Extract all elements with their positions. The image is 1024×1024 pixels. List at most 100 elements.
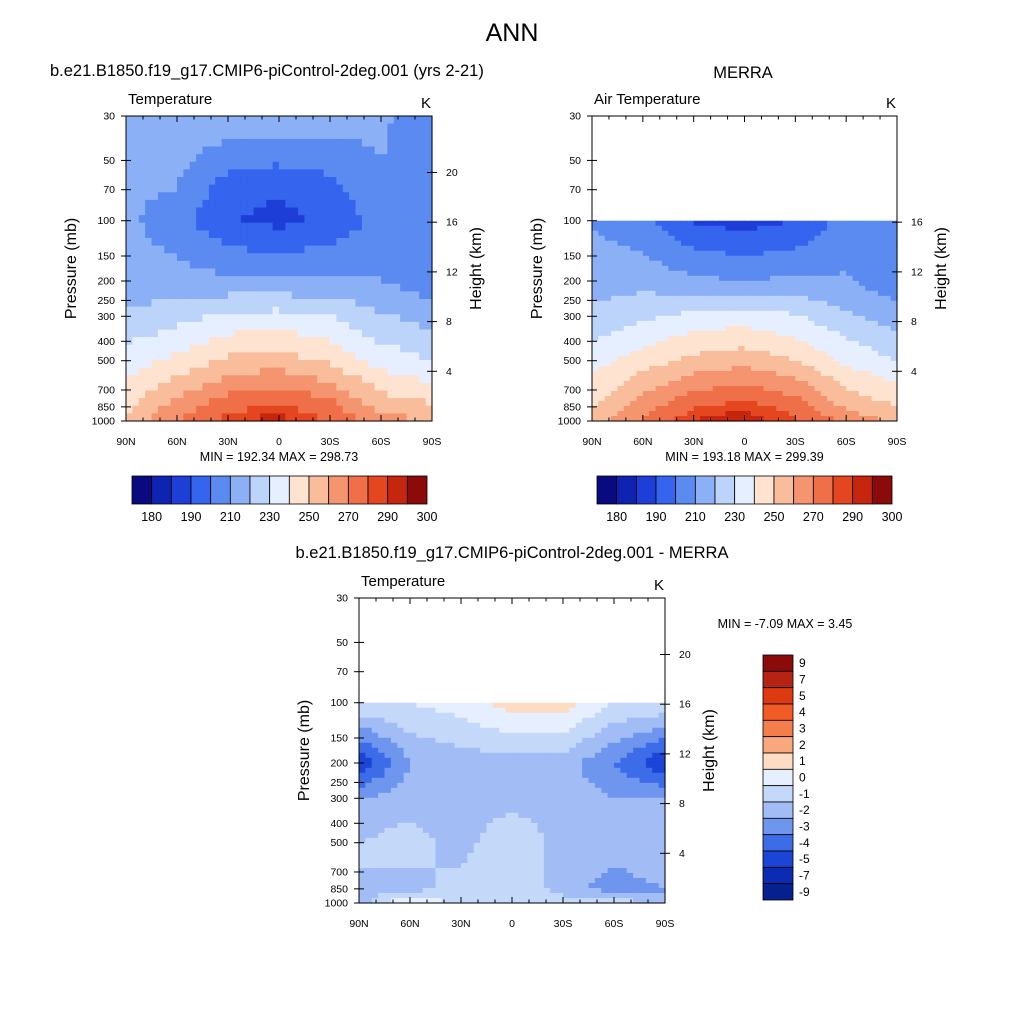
contour-cell (221, 207, 229, 216)
contour-cell (839, 305, 847, 312)
contour-cell (279, 337, 286, 346)
contour-cell (221, 413, 229, 422)
colorbar-swatch (387, 475, 408, 505)
contour-cell (795, 265, 803, 272)
contour-cell (719, 370, 727, 377)
contour-cell (448, 777, 456, 784)
contour-cell (731, 275, 739, 282)
contour-cell (890, 230, 898, 237)
contour-cell (183, 405, 191, 414)
contour-cell (604, 245, 612, 252)
contour-cell (342, 329, 350, 338)
contour-cell (419, 352, 427, 361)
contour-cell (763, 295, 771, 302)
contour-cell (750, 225, 758, 232)
contour-cell (636, 395, 644, 402)
contour-cell (636, 255, 644, 262)
contour-cell (310, 390, 318, 399)
contour-cell (550, 732, 558, 739)
contour-cell (744, 340, 752, 347)
contour-cell (298, 360, 306, 369)
contour-cell (604, 235, 612, 242)
contour-cell (877, 405, 885, 412)
contour-cell (858, 410, 866, 417)
contour-cell (170, 329, 178, 338)
contour-cell (719, 265, 727, 272)
contour-cell (655, 375, 663, 382)
contour-cell (406, 116, 414, 125)
contour-cell (393, 192, 401, 201)
contour-cell (454, 717, 462, 724)
contour-cell (636, 335, 644, 342)
contour-cell (655, 380, 663, 387)
contour-cell (668, 410, 676, 417)
contour-cell (400, 245, 408, 254)
contour-cell (355, 268, 363, 277)
contour-cell (393, 321, 401, 331)
contour-cell (865, 220, 873, 227)
contour-cell (623, 240, 631, 247)
contour-cell (374, 360, 382, 369)
contour-cell (393, 283, 401, 292)
contour-cell (304, 375, 312, 384)
contour-cell (310, 291, 318, 300)
contour-cell (355, 291, 363, 300)
contour-cell (814, 380, 822, 387)
contour-cell (795, 360, 803, 367)
contour-cell (381, 398, 388, 407)
contour-cell (617, 375, 625, 382)
contour-cell (839, 330, 847, 337)
contour-cell (330, 192, 337, 201)
contour-cell (865, 230, 873, 237)
contour-cell (788, 225, 796, 232)
contour-cell (177, 260, 184, 270)
contour-cell (310, 375, 318, 384)
contour-cell (575, 757, 583, 764)
contour-cell (272, 291, 280, 300)
contour-cell (145, 138, 153, 148)
contour-cell (247, 238, 255, 247)
contour-cell (757, 290, 765, 297)
contour-cell (712, 385, 720, 392)
contour-cell (359, 732, 366, 739)
contour-cell (279, 222, 286, 231)
contour-cell (151, 268, 159, 277)
contour-cell (769, 280, 777, 287)
contour-cell (687, 365, 695, 372)
contour-cell (435, 782, 443, 789)
contour-cell (342, 238, 350, 247)
contour-cell (138, 207, 146, 216)
contour-cell (422, 712, 430, 719)
contour-cell (387, 169, 395, 178)
contour-cell (795, 305, 803, 312)
contour-cell (563, 727, 570, 734)
contour-cell (330, 367, 337, 376)
contour-cell (700, 310, 707, 317)
contour-cell (170, 215, 178, 224)
contour-cell (381, 238, 388, 247)
contour-cell (285, 375, 293, 384)
contour-cell (390, 777, 398, 784)
contour-cell (550, 782, 558, 789)
contour-cell (700, 375, 707, 382)
contour-cell (422, 762, 430, 769)
contour-cell (240, 238, 248, 247)
contour-cell (177, 360, 184, 369)
contour-cell (279, 352, 286, 361)
contour-cell (429, 772, 437, 779)
contour-cell (865, 380, 873, 387)
contour-cell (827, 305, 835, 312)
contour-cell (601, 767, 609, 774)
contour-cell (604, 290, 612, 297)
contour-cell (639, 762, 647, 769)
contour-cell (598, 310, 606, 317)
contour-cell (661, 250, 669, 257)
contour-cell (126, 276, 133, 285)
contour-cell (630, 370, 638, 377)
contour-cell (228, 184, 235, 193)
contour-cell (145, 260, 153, 270)
contour-cell (706, 410, 714, 417)
contour-field (359, 702, 666, 904)
contour-cell (279, 199, 286, 209)
contour-cell (381, 123, 388, 132)
